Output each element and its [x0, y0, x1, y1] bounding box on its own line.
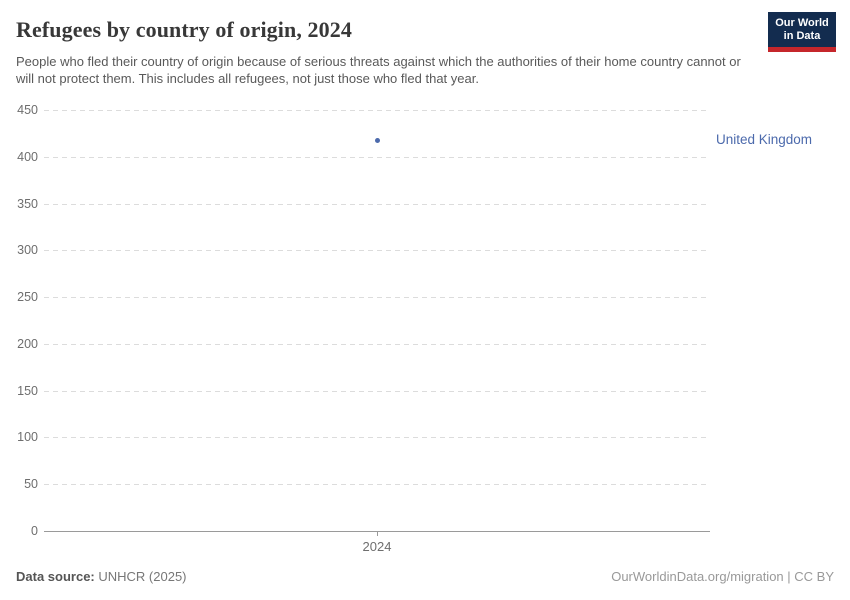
y-tick-label: 400: [17, 149, 38, 164]
gridline: [44, 484, 710, 486]
owid-logo[interactable]: Our World in Data: [768, 12, 836, 52]
gridline: [44, 343, 710, 345]
data-source-label: Data source:: [16, 569, 95, 584]
gridline: [44, 203, 710, 205]
y-tick-label: 250: [17, 290, 38, 305]
chart-title: Refugees by country of origin, 2024: [16, 17, 352, 42]
gridline: [44, 156, 710, 158]
license-link[interactable]: OurWorldinData.org/migration | CC BY: [611, 569, 834, 584]
y-tick-label: 100: [17, 430, 38, 445]
data-source-value: UNHCR (2025): [98, 569, 187, 584]
x-axis-line: [44, 531, 710, 532]
owid-logo-line1: Our World: [775, 16, 829, 29]
y-tick-label: 450: [17, 103, 38, 117]
y-tick-label: 300: [17, 243, 38, 258]
y-tick-label: 0: [31, 524, 38, 538]
gridline: [44, 110, 710, 111]
y-tick-label: 50: [24, 477, 38, 492]
x-tick-label: 2024: [362, 539, 392, 554]
x-tick-mark: [377, 531, 378, 536]
y-tick-label: 150: [17, 383, 38, 398]
data-point-united-kingdom[interactable]: [374, 138, 380, 144]
gridline: [44, 390, 710, 392]
entity-label[interactable]: United Kingdom: [716, 131, 813, 147]
owid-logo-line2: in Data: [783, 29, 821, 42]
data-source-note: Data source: UNHCR (2025): [16, 569, 187, 584]
y-tick-label: 350: [17, 196, 38, 211]
gridline: [44, 250, 710, 252]
gridline: [44, 437, 710, 439]
chart-subtitle: People who fled their country of origin …: [16, 54, 741, 86]
y-tick-label: 200: [17, 336, 38, 351]
gridline: [44, 297, 710, 299]
